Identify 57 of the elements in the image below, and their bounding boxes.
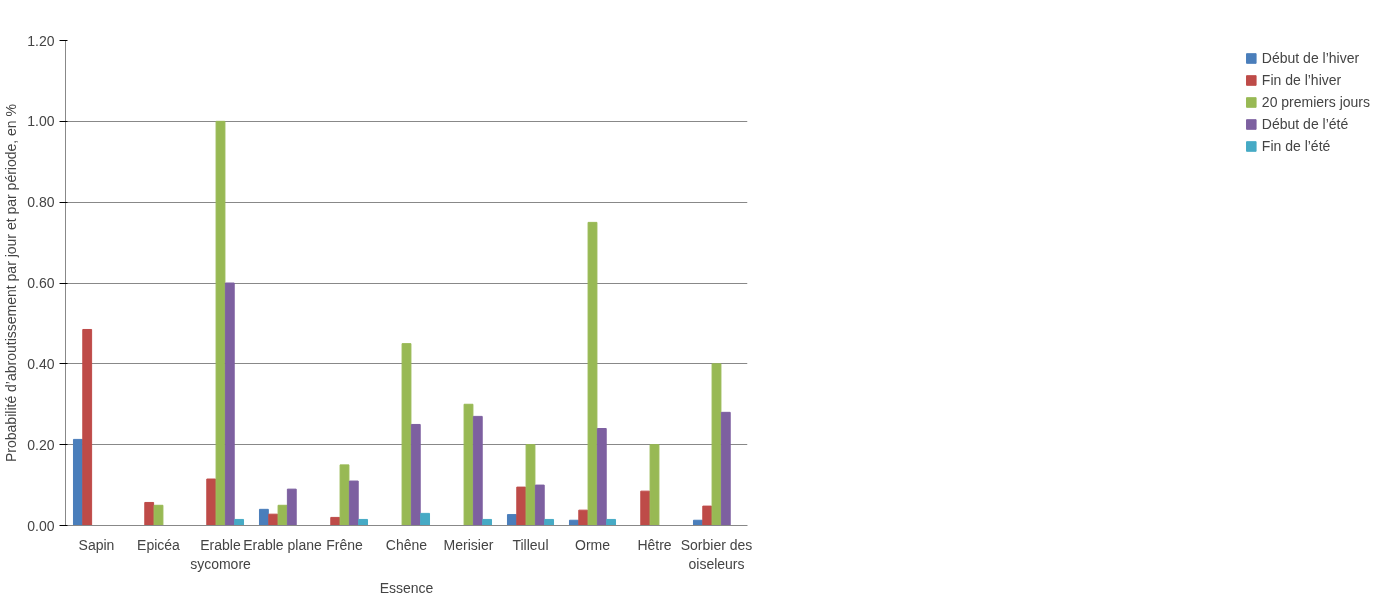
bar (224, 282, 235, 526)
bar (463, 403, 474, 526)
legend-label: 20 premiers jours (1261, 94, 1370, 110)
bar (153, 504, 164, 526)
bar (482, 518, 493, 526)
x-tick-label: Merisier (443, 536, 494, 553)
bar (277, 504, 288, 526)
x-tick-label: Frêne (326, 536, 363, 553)
bar (516, 486, 527, 526)
bar (82, 328, 93, 526)
legend-label: Début de l’été (1261, 116, 1349, 132)
bar (534, 484, 545, 526)
x-tick-label: Erable plane (243, 536, 323, 553)
bar (711, 363, 722, 526)
bar (348, 480, 359, 526)
y-axis-title: Probabilité d’abroutissement par jour et par période, en % (3, 104, 20, 462)
y-tick-label: 0.60 (27, 275, 55, 291)
x-tick-label: Chêne (385, 536, 428, 553)
y-tick-label: 1.20 (27, 32, 55, 49)
y-tick-label: 1.00 (27, 113, 55, 130)
bar (720, 411, 731, 526)
bar (144, 501, 155, 526)
bar (339, 464, 350, 526)
x-tick-label: Epicéa (137, 536, 181, 553)
bar (72, 438, 83, 526)
bar (544, 518, 555, 526)
bar (640, 490, 651, 526)
bar (587, 221, 598, 526)
x-tick-label: Hêtre (637, 536, 672, 553)
y-tick-label: 0.20 (27, 436, 55, 453)
bar (596, 428, 607, 526)
legend-label: Fin de l’été (1261, 138, 1331, 154)
bar (649, 444, 660, 526)
bar (286, 488, 297, 526)
bar (578, 509, 589, 526)
y-tick-label: 0.40 (27, 355, 55, 372)
legend-label: Fin de l’hiver (1261, 72, 1342, 88)
bar (206, 478, 217, 526)
legend-label: Début de l’hiver (1261, 50, 1360, 66)
bar (420, 512, 431, 526)
x-tick-label: Sapin (78, 536, 115, 553)
bar (525, 444, 536, 526)
x-tick-label: Orme (575, 536, 611, 553)
bar (606, 518, 617, 526)
bar (702, 505, 713, 526)
x-tick-label: Tilleul (512, 536, 549, 553)
y-tick-label: 0.00 (27, 517, 55, 534)
bar (215, 120, 226, 526)
x-axis-title: Essence (379, 579, 434, 596)
y-tick-label: 0.80 (27, 194, 55, 211)
bar (410, 423, 421, 526)
bar (472, 415, 483, 526)
bar (258, 508, 269, 526)
bar (401, 343, 412, 526)
bar (234, 518, 245, 526)
x-tick-label: Sorbier des oiseleurs (680, 536, 753, 572)
bar (358, 518, 369, 526)
